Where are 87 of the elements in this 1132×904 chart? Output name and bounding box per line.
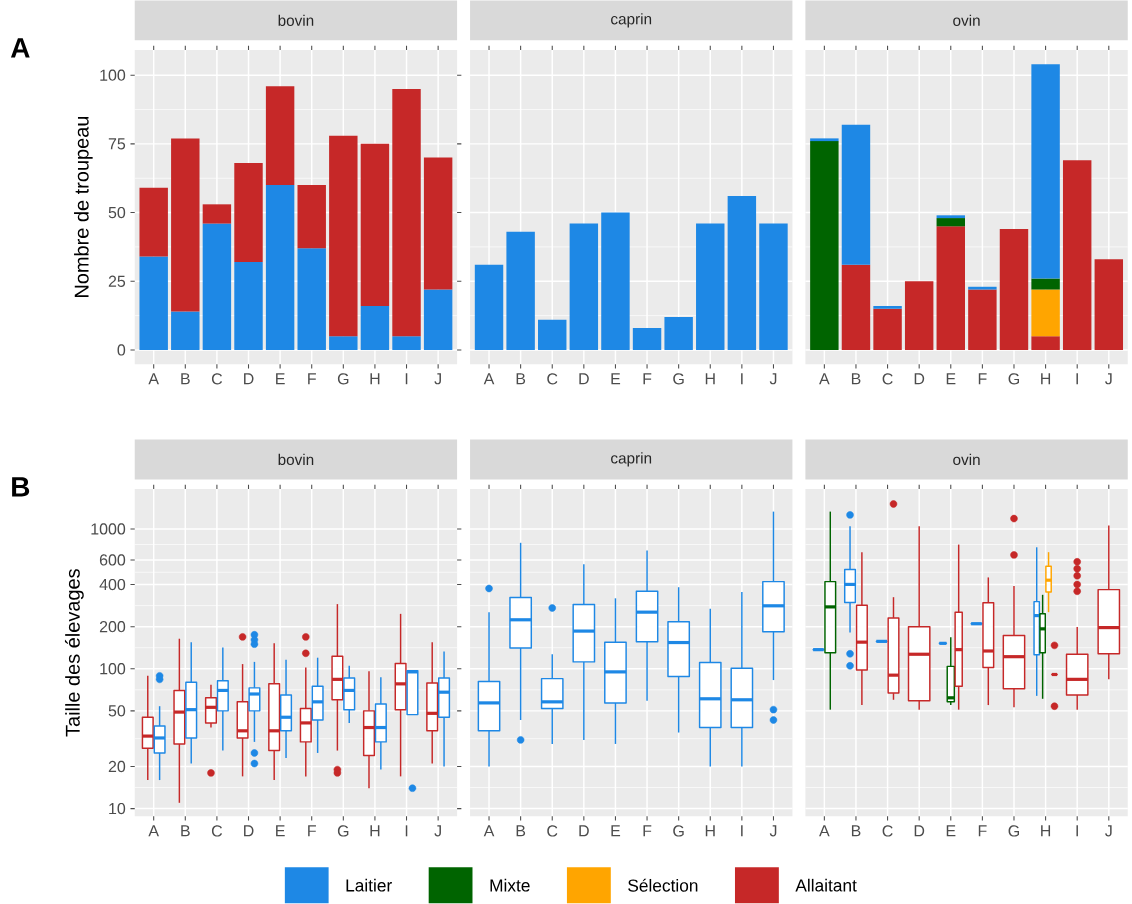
- x-tick-label: D: [244, 825, 254, 837]
- x-tick-label: F: [308, 825, 316, 837]
- x-tick-label: E: [276, 825, 285, 837]
- y-tick-label: 1000: [91, 523, 126, 535]
- x-tick-label: E: [611, 825, 621, 837]
- chart-title: bovin: [278, 453, 314, 465]
- x-tick-label: C: [547, 825, 558, 837]
- x-tick-label: C: [211, 373, 223, 385]
- y-tick-label: 400: [99, 578, 126, 591]
- x-tick-label: F: [308, 373, 316, 385]
- y-tick-label: 25: [108, 275, 126, 287]
- x-tick-label: I: [405, 825, 408, 837]
- x-tick-label: I: [741, 825, 743, 837]
- x-tick-label: D: [914, 825, 925, 837]
- y-tick-label: 200: [99, 620, 126, 633]
- x-tick-label: A: [148, 825, 159, 837]
- x-tick-label: H: [705, 825, 715, 837]
- x-tick-label: E: [946, 373, 956, 385]
- x-tick-label: A: [819, 373, 830, 385]
- x-tick-label: H: [705, 373, 715, 385]
- x-tick-label: C: [882, 825, 893, 837]
- x-tick-label: B: [181, 373, 190, 385]
- chart-title: caprin: [611, 13, 652, 28]
- x-tick-label: B: [516, 825, 526, 837]
- chart-title: ovin: [953, 453, 980, 465]
- chart-title: caprin: [611, 452, 652, 467]
- x-tick-label: H: [1041, 825, 1051, 837]
- y-tick-label: 50: [108, 705, 126, 717]
- x-tick-label: G: [337, 373, 349, 385]
- y-axis-title: Nombre de troupeau: [74, 116, 93, 297]
- x-tick-label: J: [434, 825, 441, 837]
- y-tick-label: 0: [117, 344, 126, 356]
- x-tick-label: A: [483, 373, 495, 385]
- y-axis-title: Taille des élevages: [64, 569, 84, 737]
- x-tick-label: E: [946, 825, 956, 837]
- x-tick-label: J: [1105, 373, 1112, 385]
- x-tick-label: C: [211, 825, 223, 837]
- x-tick-label: B: [851, 825, 861, 837]
- x-tick-label: F: [978, 373, 987, 385]
- legend-label: Mixte: [490, 878, 530, 892]
- y-tick-label: 20: [108, 760, 126, 773]
- chart-title: bovin: [278, 14, 314, 26]
- x-tick-label: E: [611, 373, 621, 385]
- x-tick-label: G: [673, 373, 684, 385]
- y-tick-label: 600: [99, 554, 126, 566]
- legend-label: Laitier: [346, 878, 392, 892]
- x-tick-label: D: [914, 373, 925, 385]
- y-tick-label: 100: [100, 663, 126, 675]
- x-tick-label: D: [244, 373, 254, 385]
- x-tick-label: D: [579, 373, 589, 385]
- x-tick-label: J: [769, 373, 777, 385]
- x-tick-label: F: [643, 373, 652, 385]
- x-tick-label: G: [673, 825, 684, 837]
- x-tick-label: F: [643, 825, 652, 837]
- x-tick-label: B: [516, 373, 526, 385]
- x-tick-label: H: [370, 825, 380, 837]
- x-tick-label: G: [1008, 373, 1019, 385]
- text: A: [10, 38, 30, 58]
- x-tick-label: F: [978, 825, 987, 837]
- legend-label: Sélection: [628, 878, 698, 892]
- x-tick-label: D: [579, 825, 589, 837]
- x-tick-label: A: [483, 825, 495, 837]
- x-tick-label: J: [434, 373, 441, 385]
- x-tick-label: H: [1041, 373, 1051, 385]
- x-tick-label: H: [370, 373, 380, 385]
- y-tick-label: 50: [108, 206, 126, 219]
- text: B: [12, 477, 30, 497]
- x-tick-label: I: [405, 373, 408, 385]
- chart-title: ovin: [953, 14, 980, 26]
- y-tick-label: 10: [109, 802, 126, 815]
- x-tick-label: C: [882, 373, 893, 385]
- legend-label: Allaitant: [795, 878, 857, 892]
- x-tick-label: G: [1008, 825, 1019, 837]
- x-tick-label: I: [1076, 373, 1078, 385]
- x-tick-label: J: [769, 825, 777, 837]
- x-tick-label: I: [741, 373, 743, 385]
- x-tick-label: I: [1076, 825, 1078, 837]
- x-tick-label: A: [819, 825, 830, 837]
- y-tick-label: 100: [100, 69, 126, 81]
- x-tick-label: B: [851, 373, 861, 385]
- x-tick-label: C: [547, 373, 558, 385]
- x-tick-label: J: [1105, 825, 1112, 837]
- x-tick-label: G: [337, 825, 349, 837]
- x-tick-label: A: [148, 373, 159, 385]
- y-tick-label: 75: [108, 138, 126, 150]
- x-tick-label: E: [276, 373, 285, 385]
- x-tick-label: B: [181, 825, 190, 837]
